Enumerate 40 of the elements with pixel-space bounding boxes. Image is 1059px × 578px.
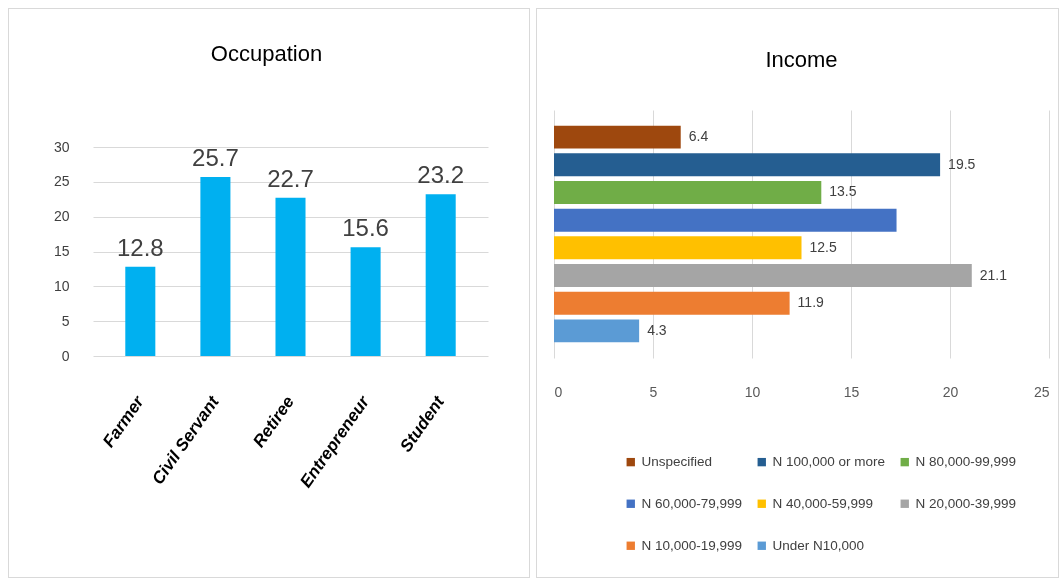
legend-label: N 20,000-39,999: [915, 495, 1017, 511]
data-label: 21.1: [979, 266, 1008, 283]
y-tick-label: 25: [53, 173, 70, 190]
legend-label: Under N10,000: [772, 537, 865, 553]
legend-label: N 10,000-19,999: [641, 537, 743, 553]
chart-title: Income: [765, 47, 838, 72]
x-tick-label: 15: [843, 383, 860, 400]
y-tick-label: 10: [53, 277, 70, 294]
x-tick-label: 0: [554, 383, 563, 400]
data-label: 19.5: [948, 155, 976, 172]
data-label: 4.3: [647, 321, 667, 338]
legend-label: N 80,000-99,999: [915, 454, 1017, 470]
data-label: 23.2: [417, 161, 465, 189]
data-label: 11.9: [797, 294, 825, 311]
legend-label: N 60,000-79,999: [641, 495, 743, 511]
x-tick-label: 5: [649, 383, 658, 400]
x-tick-label: 25: [1033, 383, 1050, 400]
y-tick-label: 5: [61, 312, 70, 329]
data-label: 13.5: [829, 183, 857, 200]
data-label: 12.8: [116, 233, 164, 261]
bar: [275, 197, 306, 356]
bar: [125, 266, 156, 356]
data-label: 6.4: [688, 128, 709, 145]
bar: [425, 194, 456, 356]
y-tick-label: 0: [61, 347, 70, 364]
data-label: 22.7: [267, 164, 314, 192]
y-tick-label: 15: [53, 243, 70, 259]
bar: [350, 247, 381, 356]
bar: [200, 176, 231, 356]
x-tick-label: 10: [744, 383, 761, 400]
legend-label: N 40,000-59,999: [772, 495, 874, 511]
data-label: 15.6: [342, 214, 389, 242]
y-tick-label: 20: [53, 208, 70, 225]
x-tick-label: 20: [942, 383, 959, 400]
chart-title: Occupation: [210, 41, 323, 66]
data-label: 25.7: [192, 143, 239, 171]
legend-label: Unspecified: [641, 454, 713, 470]
data-label: 12.5: [809, 238, 837, 255]
legend-label: N 100,000 or more: [772, 454, 886, 470]
y-tick-label: 30: [53, 138, 70, 155]
